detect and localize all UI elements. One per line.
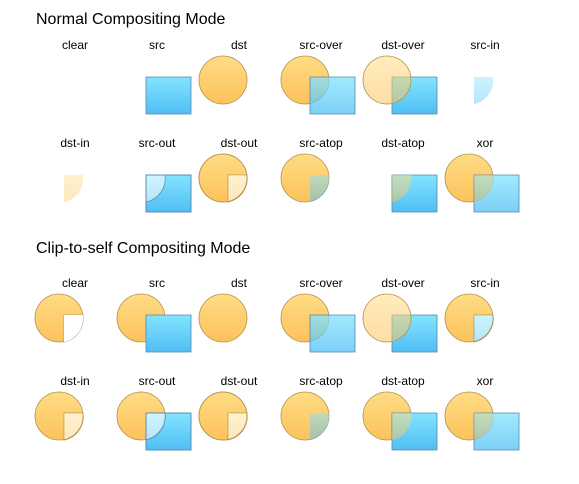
- xor-overlap: [474, 413, 494, 440]
- mode-diagram: [198, 55, 248, 105]
- mode-diagram: [391, 174, 438, 213]
- dst-circle: [362, 55, 412, 105]
- cleared-overlap: [64, 315, 84, 342]
- mode-diagram: [474, 77, 494, 104]
- dst-atop-overlap: [392, 413, 412, 440]
- mode-label: dst: [230, 276, 247, 290]
- src-out-faded: [146, 413, 166, 440]
- mode-label: dst-out: [220, 374, 258, 388]
- mode-cell-normal-dst-out: dst-out: [198, 136, 279, 218]
- mode-label: clear: [61, 38, 88, 52]
- mode-diagram: [280, 391, 330, 441]
- section-title-clip-to-self: Clip-to-self Compositing Mode: [36, 240, 251, 257]
- mode-label: dst: [230, 38, 247, 52]
- overlap-edge: [473, 314, 494, 343]
- mode-label: dst-in: [60, 374, 90, 388]
- mode-diagram: [280, 153, 330, 203]
- mode-diagram: [145, 174, 192, 213]
- dst-in-overlap: [64, 413, 84, 440]
- mode-label: dst-over: [381, 38, 425, 52]
- mode-diagram: [444, 153, 520, 213]
- mode-cell-clip-src-atop: src-atop: [280, 374, 361, 456]
- mode-label: src-over: [299, 38, 343, 52]
- dst-atop-overlap: [392, 175, 412, 202]
- mode-label: src-atop: [299, 374, 343, 388]
- mode-cell-normal-src-in: src-in: [445, 38, 525, 120]
- mode-cell-normal-clear: clear: [35, 38, 115, 120]
- section-title-normal: Normal Compositing Mode: [36, 11, 226, 28]
- mode-cell-normal-xor: xor: [444, 136, 525, 218]
- mode-label: dst-atop: [381, 136, 425, 150]
- mode-cell-clip-dst-atop: dst-atop: [362, 374, 443, 456]
- dst-out-faded: [228, 175, 248, 202]
- mode-label: src-over: [299, 276, 343, 290]
- mode-diagram: [116, 391, 192, 451]
- mode-cell-clip-src-in: src-in: [444, 276, 525, 358]
- mode-cell-normal-dst: dst: [198, 38, 279, 120]
- mode-label: src: [149, 38, 165, 52]
- mode-label: dst-over: [381, 276, 425, 290]
- mode-cell-normal-dst-in: dst-in: [35, 136, 115, 218]
- mode-label: xor: [476, 374, 494, 388]
- dst-circle: [362, 293, 412, 343]
- mode-diagram: [198, 153, 248, 203]
- mode-label: dst-out: [220, 136, 258, 150]
- mode-label: src: [149, 276, 165, 290]
- mode-cell-clip-src: src: [116, 276, 197, 358]
- mode-diagram: [145, 76, 192, 115]
- mode-label: src-out: [138, 374, 176, 388]
- mode-label: dst-in: [60, 136, 90, 150]
- mode-label: src-atop: [299, 136, 343, 150]
- mode-label: src-in: [470, 276, 500, 290]
- mode-cell-normal-dst-over: dst-over: [362, 38, 443, 120]
- src-square: [145, 314, 192, 353]
- mode-diagram: [280, 55, 356, 115]
- mode-label: xor: [476, 136, 494, 150]
- dst-out-faded: [228, 413, 248, 440]
- mode-diagram: [280, 293, 356, 353]
- xor-overlap: [474, 175, 494, 202]
- mode-cell-normal-src: src: [117, 38, 197, 120]
- mode-diagram: [34, 293, 84, 343]
- mode-cell-clip-dst-over: dst-over: [362, 276, 443, 358]
- mode-cell-clip-src-out: src-out: [116, 374, 197, 456]
- src-atop-overlap: [310, 175, 330, 202]
- mode-diagram: [35, 56, 115, 118]
- src-atop-overlap: [310, 413, 330, 440]
- mode-diagram: [198, 391, 248, 441]
- mode-cell-clip-src-over: src-over: [280, 276, 361, 358]
- mode-cell-normal-src-over: src-over: [280, 38, 361, 120]
- mode-diagram: [34, 391, 84, 441]
- mode-label: clear: [61, 276, 88, 290]
- src-square: [309, 314, 356, 353]
- dst-in-overlap: [64, 175, 84, 202]
- src-out-faded: [146, 175, 166, 202]
- src-square: [309, 76, 356, 115]
- mode-cell-clip-dst-in: dst-in: [34, 374, 115, 456]
- mode-label: src-out: [138, 136, 176, 150]
- mode-diagram: [362, 55, 438, 115]
- dst-circle: [198, 55, 248, 105]
- overlap-edge: [63, 412, 84, 441]
- mode-diagram: [64, 175, 84, 202]
- mode-cell-normal-src-atop: src-atop: [280, 136, 361, 218]
- mode-cell-clip-dst-out: dst-out: [198, 374, 279, 456]
- mode-cell-normal-src-out: src-out: [117, 136, 197, 218]
- mode-label: dst-atop: [381, 374, 425, 388]
- mode-diagram: [444, 391, 520, 451]
- mode-diagram: [444, 293, 494, 343]
- mode-cell-clip-dst: dst: [198, 276, 279, 358]
- src-square: [145, 76, 192, 115]
- mode-cell-normal-dst-atop: dst-atop: [363, 136, 443, 218]
- mode-label: src-in: [470, 38, 500, 52]
- mode-cell-clip-xor: xor: [444, 374, 525, 456]
- mode-cell-clip-clear: clear: [34, 276, 115, 358]
- mode-diagram: [116, 293, 192, 353]
- dst-circle: [198, 293, 248, 343]
- mode-diagram: [362, 391, 438, 451]
- src-in-overlap: [474, 315, 494, 342]
- src-in-overlap: [474, 77, 494, 104]
- mode-diagram: [198, 293, 248, 343]
- mode-diagram: [362, 293, 438, 353]
